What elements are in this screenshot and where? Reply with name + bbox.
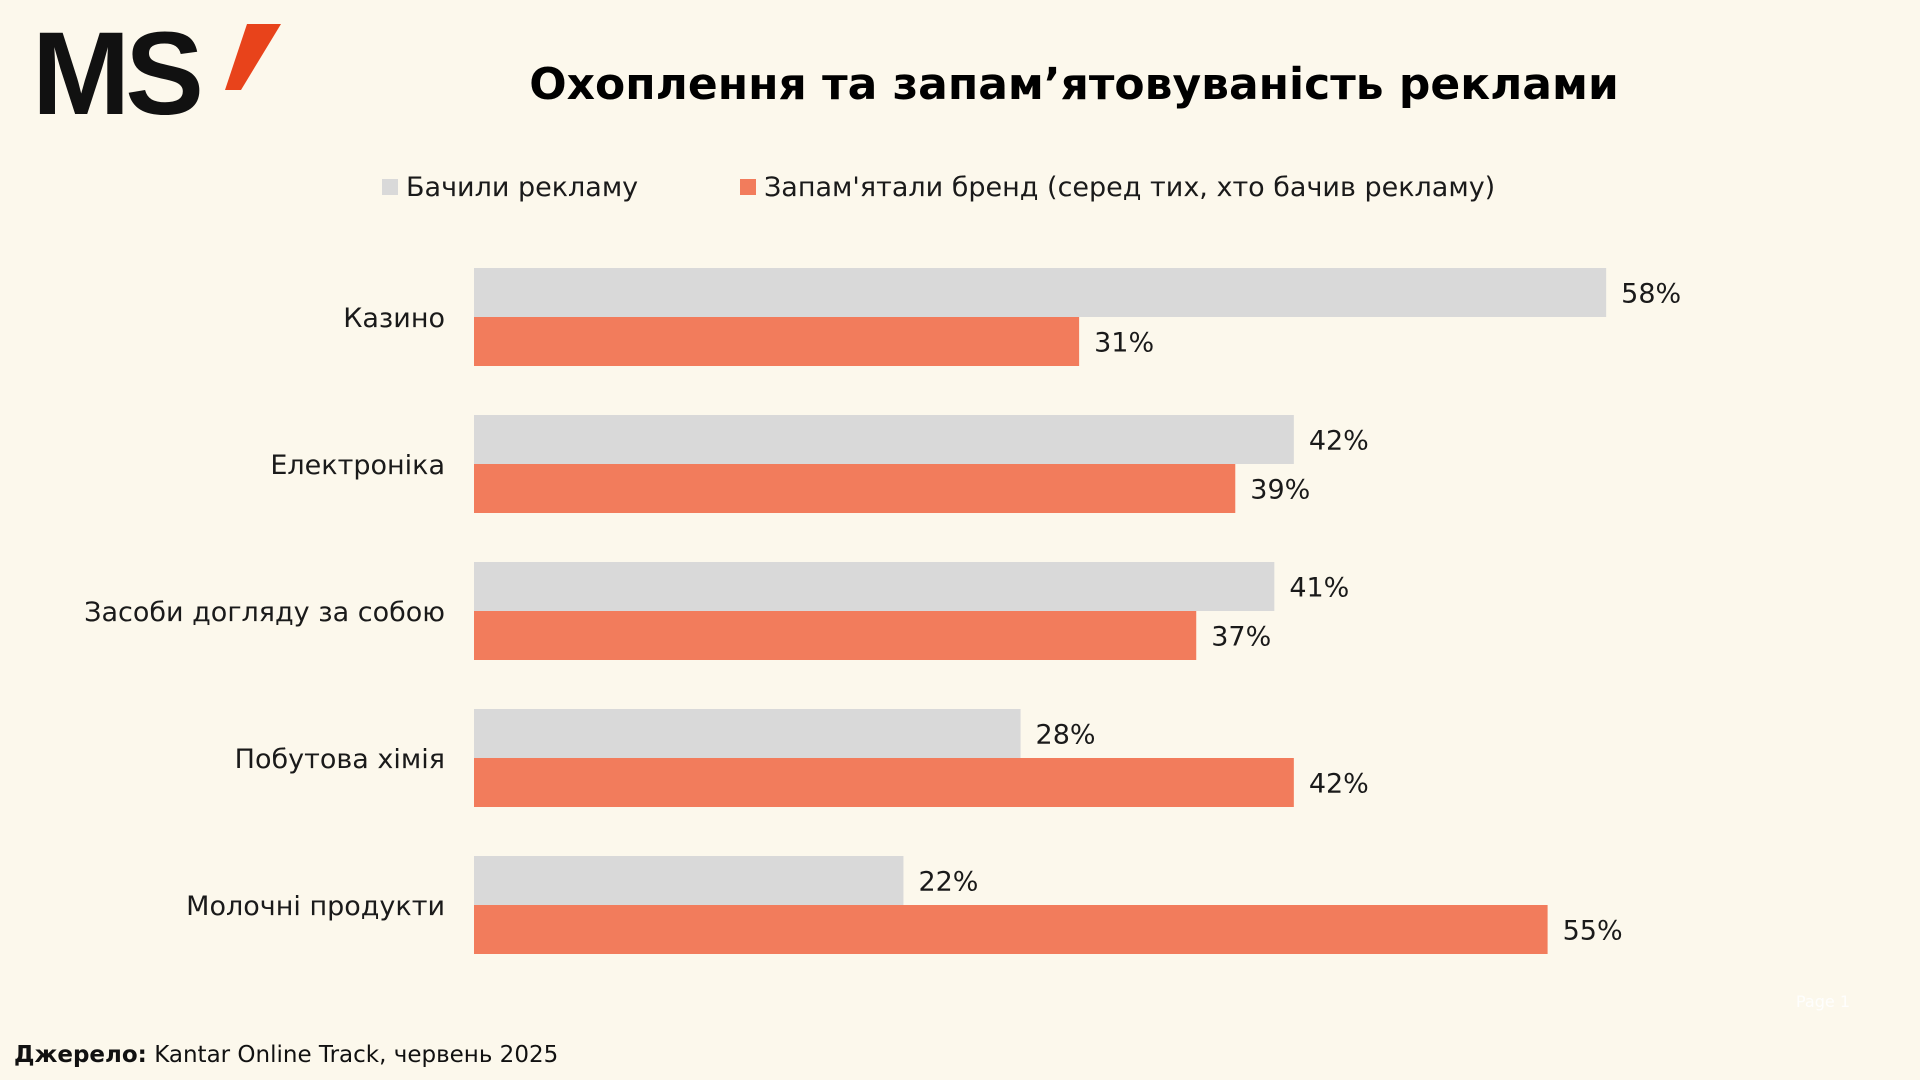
logo-apostrophe-mark: [225, 24, 281, 90]
category-labels-group: Казино Електроніка Засоби догляду за собою…: [84, 303, 445, 922]
bar-remembered-brand-4: [474, 758, 1294, 807]
bar-remembered-brand-2: [474, 464, 1236, 513]
value-label-seen-ad-2: 42%: [1309, 426, 1369, 457]
brand-logo: MS: [32, 8, 281, 140]
bar-seen-ad-3: [474, 562, 1275, 611]
value-label-seen-ad-4: 28%: [1036, 720, 1096, 751]
legend-swatch-seen-ad: [382, 179, 398, 195]
bar-remembered-brand-1: [474, 317, 1080, 366]
legend-item-remembered-brand: Запам'ятали бренд (серед тих, хто бачив …: [740, 168, 1495, 206]
value-labels-group: 58% 31% 42% 39% 41% 37% 28% 42% 22% 55%: [918, 279, 1681, 947]
value-label-seen-ad-1: 58%: [1621, 279, 1681, 310]
source-note: Джерело: Kantar Online Track, червень 20…: [14, 1040, 558, 1070]
chart-title: Охоплення та запам’ятовуваність реклами: [529, 59, 1619, 110]
category-label-4: Побутова хімія: [235, 744, 445, 775]
value-label-remembered-brand-5: 55%: [1563, 916, 1623, 947]
legend-item-seen-ad: Бачили рекламу: [382, 168, 638, 206]
bar-seen-ad-2: [474, 415, 1294, 464]
value-label-remembered-brand-3: 37%: [1211, 622, 1271, 653]
bar-seen-ad-5: [474, 856, 904, 905]
value-label-remembered-brand-4: 42%: [1309, 769, 1369, 800]
source-label: Джерело:: [14, 1042, 147, 1068]
value-label-remembered-brand-1: 31%: [1094, 328, 1154, 359]
bar-chart: Казино Електроніка Засоби догляду за собою…: [84, 268, 1681, 954]
category-label-2: Електроніка: [270, 450, 445, 481]
bar-seen-ad-1: [474, 268, 1607, 317]
legend-label-remembered-brand: Запам'ятали бренд (серед тих, хто бачив …: [764, 171, 1496, 203]
category-label-5: Молочні продукти: [186, 891, 445, 922]
bar-remembered-brand-3: [474, 611, 1197, 660]
category-label-3: Засоби догляду за собою: [84, 597, 445, 628]
value-label-remembered-brand-2: 39%: [1250, 475, 1310, 506]
category-label-1: Казино: [343, 303, 445, 334]
value-label-seen-ad-3: 41%: [1289, 573, 1349, 604]
page-marker: Page 1: [1796, 992, 1850, 1011]
bars-group: [474, 268, 1607, 954]
logo-text: MS: [32, 8, 204, 140]
legend-swatch-remembered-brand: [740, 179, 756, 195]
source-text: Kantar Online Track, червень 2025: [154, 1042, 559, 1068]
bar-remembered-brand-5: [474, 905, 1548, 954]
value-label-seen-ad-5: 22%: [918, 867, 978, 898]
legend-label-seen-ad: Бачили рекламу: [406, 171, 639, 203]
bar-seen-ad-4: [474, 709, 1021, 758]
